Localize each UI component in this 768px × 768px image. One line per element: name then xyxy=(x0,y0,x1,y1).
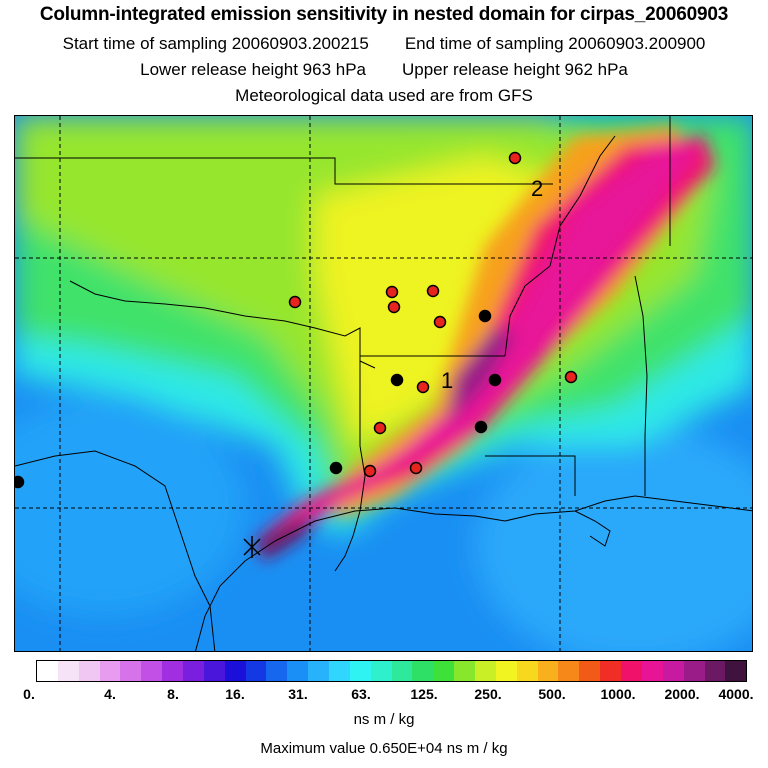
plot-title: Column-integrated emission sensitivity i… xyxy=(39,4,729,25)
colorbar-ticks: 0. 4. 8. 16. 31. 63. 125. 250. 500. 1000… xyxy=(0,686,768,706)
colorbar-segment xyxy=(433,661,455,681)
colorbar-segment xyxy=(203,661,225,681)
lat-lon-gridlines xyxy=(15,116,752,651)
colorbar-segment xyxy=(579,661,601,681)
fire-marker xyxy=(416,380,430,394)
colorbar-segment xyxy=(57,661,79,681)
louisiana-east-border xyxy=(485,455,576,496)
colorbar-segment xyxy=(349,661,371,681)
station-marker xyxy=(478,309,492,323)
release-point-icon xyxy=(243,536,261,558)
fire-locations xyxy=(15,151,578,489)
sampling-time-row: Start time of sampling 20060903.200215 En… xyxy=(0,34,768,54)
colorbar-segment xyxy=(662,661,684,681)
colorbar-segment xyxy=(120,661,142,681)
fire-marker xyxy=(409,461,423,475)
colorbar-units: ns m / kg xyxy=(353,711,415,728)
colorbar xyxy=(36,660,747,682)
field-source-core xyxy=(255,516,315,561)
colorbar-segment xyxy=(245,661,267,681)
colorbar-tick: 250. xyxy=(474,686,502,702)
colorbar-segment xyxy=(224,661,246,681)
red-river-border xyxy=(69,280,376,369)
station-marker xyxy=(488,373,502,387)
colorbar-tick: 0. xyxy=(23,686,35,702)
colorbar-tick: 500. xyxy=(538,686,566,702)
end-time-label: End time of sampling 20060903.200900 xyxy=(404,34,706,53)
colorbar-segment xyxy=(558,661,580,681)
colorbar-segment xyxy=(329,661,350,681)
colorbar-segment xyxy=(475,661,496,681)
colorbar-segment xyxy=(516,661,538,681)
map-panel: 1 2 xyxy=(14,115,753,652)
fire-marker xyxy=(433,315,447,329)
colorbar-tick: 63. xyxy=(351,686,371,702)
fire-marker xyxy=(508,151,522,165)
delta-coast xyxy=(574,510,611,547)
maximum-value-label: Maximum value 0.650E+04 ns m / kg xyxy=(260,740,508,757)
gulf-coastline xyxy=(195,495,752,651)
colorbar-segment xyxy=(370,661,392,681)
colorbar-tick: 31. xyxy=(288,686,308,702)
colorbar-segment xyxy=(704,661,726,681)
fire-marker xyxy=(363,464,377,478)
colorbar-segment xyxy=(537,661,559,681)
colorbar-segment xyxy=(621,661,642,681)
mississippi-alabama-border xyxy=(634,275,648,496)
colorbar-segment xyxy=(412,661,434,681)
colorbar-segment xyxy=(183,661,204,681)
colorbar-segment xyxy=(78,661,100,681)
station-marker xyxy=(15,475,25,489)
start-time-label: Start time of sampling 20060903.200215 xyxy=(62,34,369,53)
location-label-2: 2 xyxy=(531,176,543,201)
colorbar-segment xyxy=(99,661,121,681)
colorbar-tick: 16. xyxy=(225,686,245,702)
colorbar-tick: 8. xyxy=(167,686,179,702)
fire-marker xyxy=(373,421,387,435)
colorbar-tick: 1000. xyxy=(600,686,636,702)
sensitivity-field xyxy=(15,116,752,651)
release-height-row: Lower release height 963 hPa Upper releas… xyxy=(0,60,768,80)
colorbar-tick: 125. xyxy=(410,686,438,702)
fire-marker xyxy=(385,285,399,299)
colorbar-segment xyxy=(641,661,663,681)
lower-release-label: Lower release height 963 hPa xyxy=(140,60,366,79)
sensitivity-map: 1 2 xyxy=(15,116,752,651)
field-gulf-blue xyxy=(475,426,752,651)
colorbar-segment xyxy=(391,661,413,681)
colorbar-segment xyxy=(308,661,330,681)
colorbar-segment xyxy=(162,661,184,681)
colorbar-tick: 4000. xyxy=(718,686,754,702)
colorbar-segment xyxy=(37,661,58,681)
colorbar-tick: 2000. xyxy=(664,686,700,702)
colorbar-segment xyxy=(141,661,163,681)
rio-grande-border xyxy=(15,450,216,651)
colorbar-segment xyxy=(454,661,476,681)
fire-marker xyxy=(564,370,578,384)
colorbar-segment xyxy=(287,661,309,681)
fire-marker xyxy=(387,300,401,314)
station-marker xyxy=(390,373,404,387)
colorbar-segment xyxy=(495,661,517,681)
field-core-purple xyxy=(445,326,515,426)
colorbar-tick: 4. xyxy=(104,686,116,702)
colorbar-segment xyxy=(725,661,747,681)
colorbar-segment xyxy=(600,661,622,681)
fire-marker xyxy=(426,284,440,298)
station-marker xyxy=(329,461,343,475)
location-label-1: 1 xyxy=(441,368,453,393)
geographic-boundaries xyxy=(15,116,752,651)
colorbar-segment xyxy=(266,661,288,681)
upper-release-label: Upper release height 962 hPa xyxy=(402,60,628,79)
fire-marker xyxy=(288,295,302,309)
station-marker xyxy=(474,420,488,434)
met-data-label: Meteorological data used are from GFS xyxy=(235,86,533,105)
mississippi-river xyxy=(504,135,616,357)
state-border-north xyxy=(15,157,553,185)
colorbar-segment xyxy=(683,661,705,681)
field-magenta-plume xyxy=(260,146,705,551)
field-west-blue xyxy=(15,396,245,616)
